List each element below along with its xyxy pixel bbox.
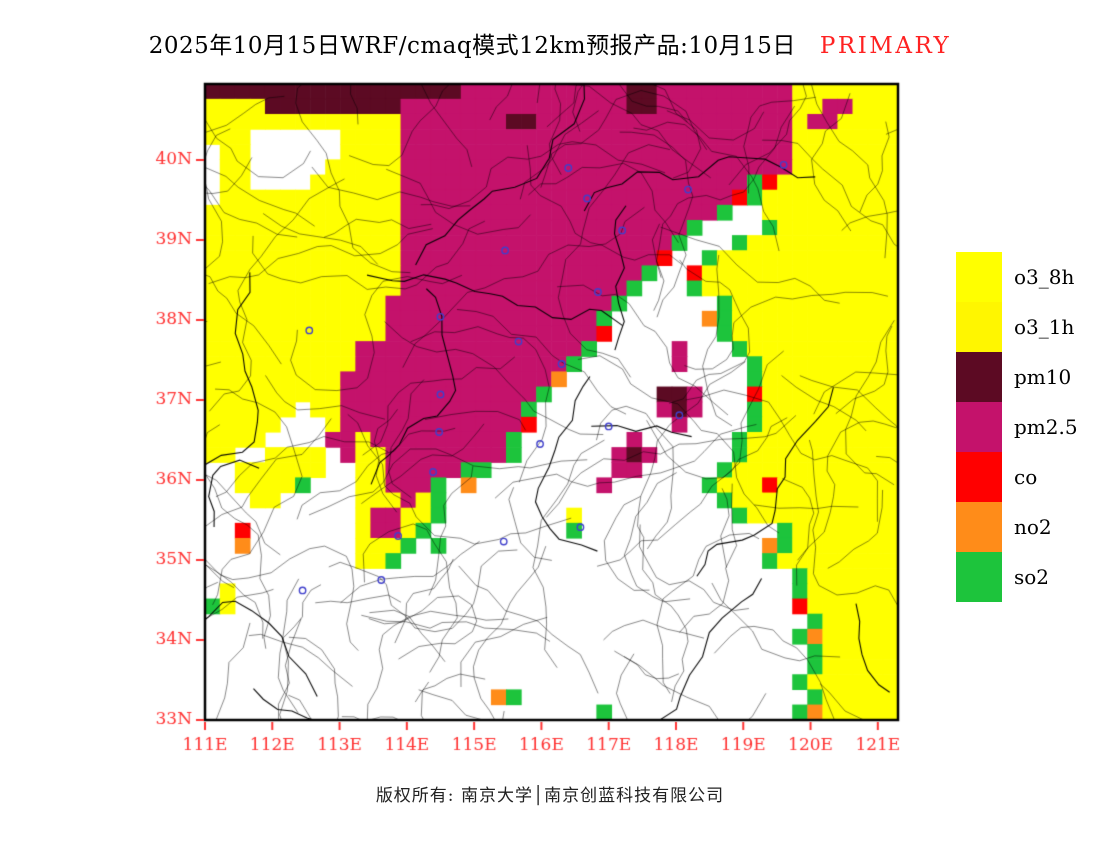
legend-swatch-pm2-5 (956, 402, 1002, 452)
legend-label: pm10 (1014, 365, 1072, 389)
legend-label: co (1014, 465, 1038, 489)
legend-item-o3_8h: o3_8h (956, 252, 1078, 302)
legend-item-pm2-5: pm2.5 (956, 402, 1078, 452)
legend-item-no2: no2 (956, 502, 1078, 552)
legend-label: o3_8h (1014, 265, 1075, 289)
legend-swatch-o3_1h (956, 302, 1002, 352)
legend-label: pm2.5 (1014, 415, 1078, 439)
legend-swatch-no2 (956, 502, 1002, 552)
legend-item-co: co (956, 452, 1078, 502)
title-main: 2025年10月15日WRF/cmaq模式12km预报产品:10月15日 (148, 33, 796, 59)
legend-label: so2 (1014, 565, 1050, 589)
legend-item-o3_1h: o3_1h (956, 302, 1078, 352)
legend-swatch-pm10 (956, 352, 1002, 402)
pollutant-legend: o3_8h o3_1h pm10 pm2.5 co no2 so2 (956, 252, 1078, 602)
page-title: 2025年10月15日WRF/cmaq模式12km预报产品:10月15日 PRIM… (0, 26, 1100, 60)
legend-swatch-o3_8h (956, 252, 1002, 302)
legend-label: no2 (1014, 515, 1052, 539)
legend-swatch-so2 (956, 552, 1002, 602)
legend-swatch-co (956, 452, 1002, 502)
legend-item-pm10: pm10 (956, 352, 1078, 402)
legend-label: o3_1h (1014, 315, 1075, 339)
copyright-footer: 版权所有: 南京大学│南京创蓝科技有限公司 (375, 786, 725, 806)
title-primary-tag: PRIMARY (819, 33, 952, 59)
legend-item-so2: so2 (956, 552, 1078, 602)
